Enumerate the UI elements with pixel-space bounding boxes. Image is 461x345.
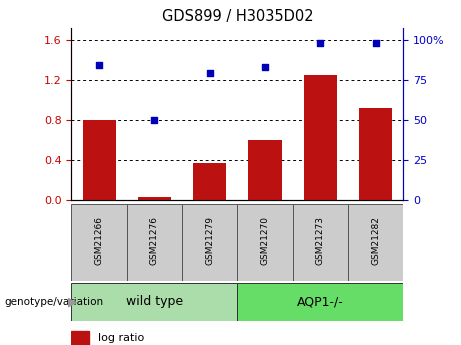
Point: [317, 40, 324, 46]
Bar: [71, 331, 89, 345]
Text: genotype/variation: genotype/variation: [5, 297, 104, 307]
Text: GSM21266: GSM21266: [95, 216, 104, 265]
Point: [206, 71, 213, 76]
Text: GSM21276: GSM21276: [150, 216, 159, 265]
Text: GSM21270: GSM21270: [260, 216, 270, 265]
Bar: [138, 197, 171, 200]
Bar: [83, 120, 116, 200]
Bar: [237, 204, 293, 281]
Bar: [293, 204, 348, 281]
Text: GSM21273: GSM21273: [316, 216, 325, 265]
Bar: [71, 204, 127, 281]
Text: wild type: wild type: [126, 295, 183, 308]
Point: [372, 40, 379, 46]
Text: GSM21279: GSM21279: [205, 216, 214, 265]
Point: [151, 117, 158, 122]
Bar: [71, 283, 237, 321]
Bar: [348, 204, 403, 281]
Title: GDS899 / H3035D02: GDS899 / H3035D02: [162, 9, 313, 24]
Bar: [237, 283, 403, 321]
Text: ▶: ▶: [68, 295, 78, 308]
Bar: [359, 108, 392, 200]
Bar: [304, 75, 337, 200]
Text: GSM21282: GSM21282: [371, 216, 380, 265]
Text: AQP1-/-: AQP1-/-: [297, 295, 344, 308]
Text: log ratio: log ratio: [99, 333, 145, 343]
Point: [95, 62, 103, 68]
Bar: [127, 204, 182, 281]
Bar: [182, 204, 237, 281]
Point: [261, 64, 269, 70]
Bar: [193, 163, 226, 200]
Bar: [248, 140, 282, 200]
